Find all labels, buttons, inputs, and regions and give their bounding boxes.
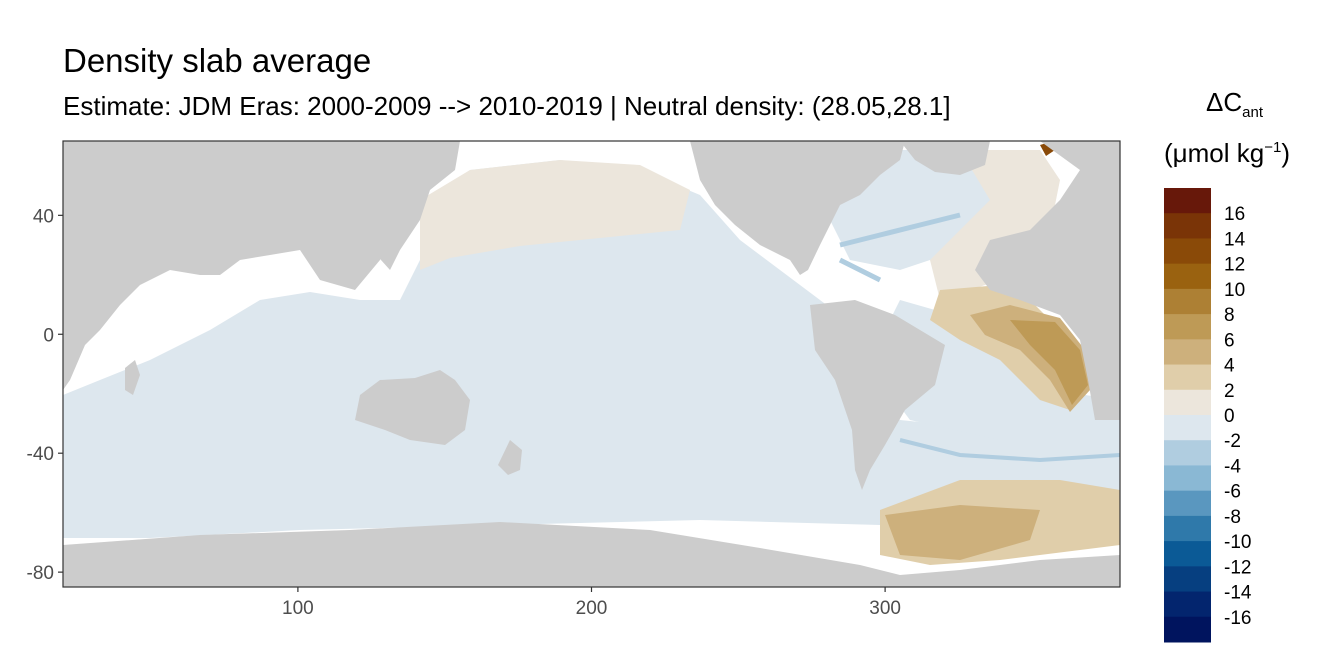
ocean-region-angola-core	[1010, 320, 1088, 405]
y-tick-label: 0	[43, 325, 54, 346]
legend-label: 16	[1224, 204, 1245, 225]
legend-label: 12	[1224, 255, 1245, 276]
legend-swatch	[1164, 314, 1211, 340]
legend-unit: (μmol kg−1)	[1164, 138, 1290, 168]
y-tick-label: -40	[27, 444, 54, 465]
legend-swatch	[1164, 188, 1211, 214]
land-americas	[690, 141, 905, 275]
legend-label: 14	[1224, 229, 1246, 250]
legend-label: 6	[1224, 330, 1235, 351]
legend-swatch	[1164, 288, 1211, 315]
legend-label: 2	[1224, 381, 1235, 402]
legend-swatch	[1164, 440, 1211, 466]
legend-label: -4	[1224, 456, 1241, 477]
map-title: Density slab average	[63, 42, 372, 79]
land-new-zealand	[498, 440, 522, 475]
legend-label: -10	[1224, 532, 1251, 553]
ocean-region-north-pacific	[420, 160, 690, 270]
legend-label: -6	[1224, 482, 1241, 503]
x-tick-label: 300	[869, 598, 901, 619]
legend-swatch	[1164, 616, 1211, 643]
land-east-asia	[325, 141, 460, 270]
land-south-america	[810, 300, 945, 490]
map-content	[63, 141, 1120, 587]
legend-label: -8	[1224, 507, 1241, 528]
legend-swatch	[1164, 364, 1211, 391]
legend-swatch	[1164, 339, 1211, 366]
land-madagascar	[125, 360, 140, 395]
land-greenland	[900, 141, 990, 175]
legend-label: 8	[1224, 305, 1235, 326]
ocean-region-weddell-core	[885, 505, 1040, 560]
legend-swatch	[1164, 566, 1211, 593]
x-tick-label: 100	[282, 598, 314, 619]
legend-swatch	[1164, 263, 1211, 290]
legend-label: 0	[1224, 406, 1235, 427]
legend-swatch	[1164, 515, 1211, 542]
legend-swatch	[1164, 238, 1211, 265]
legend-label: -14	[1224, 583, 1252, 604]
y-tick-label: -80	[27, 563, 54, 584]
legend-label: -12	[1224, 557, 1251, 578]
legend-swatch	[1164, 415, 1211, 441]
legend-label: 10	[1224, 280, 1245, 301]
x-axis: 100 200 300	[282, 587, 901, 619]
legend-swatch	[1164, 541, 1211, 567]
land-africa-eurasia-west	[63, 141, 420, 390]
ocean-region-south-atlantic-band	[899, 438, 1120, 463]
legend-swatch	[1164, 213, 1211, 239]
legend-label: 4	[1224, 356, 1235, 377]
legend-title: ΔCant	[1206, 87, 1264, 121]
legend-label: -16	[1224, 608, 1251, 629]
legend-label: -2	[1224, 431, 1241, 452]
land-australia	[355, 370, 470, 445]
legend-swatch	[1164, 591, 1211, 618]
legend: ΔCant (μmol kg−1) 16 14 12 10 8 6 4 2 0 -2 -4 -6 -8 -…	[1164, 87, 1290, 643]
ocean-region-northeast-atlantic	[930, 150, 1060, 300]
ocean-region-gulf-stream	[838, 212, 961, 283]
y-axis: 40 0 -40 -80	[27, 206, 63, 584]
x-tick-label: 200	[576, 598, 608, 619]
land-layer	[63, 141, 1120, 587]
map-subtitle: Estimate: JDM Eras: 2000-2009 --> 2010-2…	[63, 91, 951, 121]
legend-swatch	[1164, 389, 1211, 416]
legend-swatch	[1164, 490, 1211, 517]
y-tick-label: 40	[33, 206, 54, 227]
land-antarctica	[63, 522, 1120, 587]
legend-swatches	[1164, 188, 1211, 643]
legend-swatch	[1164, 465, 1211, 492]
legend-labels: 16 14 12 10 8 6 4 2 0 -2 -4 -6 -8 -10 -12 -14 -16	[1224, 204, 1252, 629]
land-europe-africa-east	[975, 141, 1120, 420]
